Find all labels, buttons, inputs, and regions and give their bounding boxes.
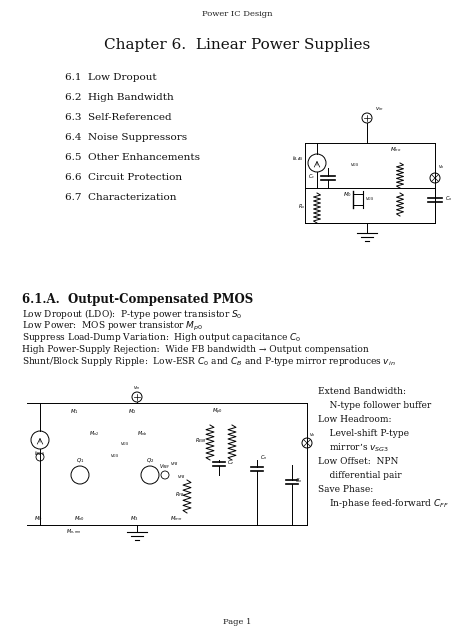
- Text: Low Dropout (LDO):  P-type power transistor $S_0$: Low Dropout (LDO): P-type power transist…: [22, 307, 243, 321]
- Text: $M_0$: $M_0$: [34, 514, 43, 523]
- Text: $M_{n2}$: $M_{n2}$: [89, 429, 99, 438]
- Text: $I_{BIAS}$: $I_{BIAS}$: [35, 449, 46, 458]
- Text: 6.1.A.  Output-Compensated PMOS: 6.1.A. Output-Compensated PMOS: [22, 293, 253, 307]
- Text: $V_{REF}$: $V_{REF}$: [159, 462, 171, 471]
- Text: Chapter 6.  Linear Power Supplies: Chapter 6. Linear Power Supplies: [104, 38, 370, 52]
- Text: 6.2  High Bandwidth: 6.2 High Bandwidth: [65, 94, 174, 102]
- Text: 6.3  Self-Referenced: 6.3 Self-Referenced: [65, 114, 172, 123]
- Text: $M_0$: $M_0$: [343, 190, 352, 199]
- Text: Suppress Load-Dump Variation:  High output capacitance $C_0$: Suppress Load-Dump Variation: High outpu…: [22, 332, 301, 344]
- Text: $M_{p0}$: $M_{p0}$: [211, 407, 222, 417]
- Text: Low Power:  MOS power transistor $M_{p0}$: Low Power: MOS power transistor $M_{p0}$: [22, 319, 203, 332]
- Text: $Q_2$: $Q_2$: [146, 456, 154, 465]
- Text: $M_{n,mn}$: $M_{n,mn}$: [66, 528, 82, 536]
- Text: $v_{in}$: $v_{in}$: [375, 105, 383, 113]
- Text: $M_{nb}$: $M_{nb}$: [137, 429, 147, 438]
- Text: $C_o$: $C_o$: [295, 476, 302, 485]
- Text: In-phase feed-forward $C_{FF}$: In-phase feed-forward $C_{FF}$: [318, 497, 449, 511]
- Text: High Power-Supply Rejection:  Wide FB bandwidth → Output compensation: High Power-Supply Rejection: Wide FB ban…: [22, 346, 369, 355]
- Text: $M_3$: $M_3$: [130, 514, 139, 523]
- Text: $M_{no}$: $M_{no}$: [390, 145, 401, 154]
- Text: $v_{in}$: $v_{in}$: [133, 384, 141, 392]
- Text: $C_o$: $C_o$: [445, 194, 452, 203]
- Text: 6.1  Low Dropout: 6.1 Low Dropout: [65, 73, 156, 83]
- Text: $v_{GS}$: $v_{GS}$: [365, 195, 374, 203]
- Text: 6.5  Other Enhancements: 6.5 Other Enhancements: [65, 154, 200, 162]
- Text: $I_{B,AS}$: $I_{B,AS}$: [292, 155, 304, 163]
- Text: 6.6  Circuit Protection: 6.6 Circuit Protection: [65, 174, 182, 183]
- Text: $M_1$: $M_1$: [70, 407, 78, 416]
- Text: $v_{FB}$: $v_{FB}$: [177, 473, 186, 481]
- Text: $v_{GS}$: $v_{GS}$: [110, 452, 119, 460]
- Text: $v_{FB}$: $v_{FB}$: [170, 460, 179, 468]
- Text: $M_{n0}$: $M_{n0}$: [74, 514, 85, 523]
- Text: N-type follower buffer: N-type follower buffer: [318, 401, 431, 411]
- Text: Level-shift P-type: Level-shift P-type: [318, 430, 409, 439]
- Text: $C_n$: $C_n$: [260, 453, 267, 462]
- Text: $R_{ESR}$: $R_{ESR}$: [195, 436, 207, 445]
- Text: $v_{GS}$: $v_{GS}$: [350, 161, 360, 169]
- Text: differential pair: differential pair: [318, 471, 401, 480]
- Text: $Q_1$: $Q_1$: [76, 456, 84, 465]
- Text: $C_c$: $C_c$: [308, 172, 315, 181]
- Text: 6.4  Noise Suppressors: 6.4 Noise Suppressors: [65, 133, 187, 142]
- Text: Low Headroom:: Low Headroom:: [318, 415, 392, 425]
- Text: Save Phase:: Save Phase:: [318, 485, 373, 494]
- Text: Shunt/Block Supply Ripple:  Low-ESR $C_0$ and $C_B$ and P-type mirror reproduces: Shunt/Block Supply Ripple: Low-ESR $C_0$…: [22, 355, 396, 368]
- Text: Power IC Design: Power IC Design: [202, 10, 272, 18]
- Text: $C_z$: $C_z$: [227, 458, 234, 467]
- Text: mirror’s $v_{SG3}$: mirror’s $v_{SG3}$: [318, 442, 389, 454]
- Text: Low Offset:  NPN: Low Offset: NPN: [318, 458, 398, 466]
- Text: $M_{mn}$: $M_{mn}$: [170, 514, 182, 523]
- Text: $v_o$: $v_o$: [438, 163, 445, 171]
- Text: Page 1: Page 1: [223, 618, 251, 626]
- Text: $R_{FB}$: $R_{FB}$: [174, 490, 184, 499]
- Text: $v_o$: $v_o$: [309, 431, 316, 439]
- Text: $M_2$: $M_2$: [128, 407, 136, 416]
- Text: 6.7  Characterization: 6.7 Characterization: [65, 193, 176, 202]
- Text: Extend Bandwidth:: Extend Bandwidth:: [318, 387, 406, 396]
- Text: $v_{GS}$: $v_{GS}$: [120, 440, 129, 448]
- Text: $R_x$: $R_x$: [298, 202, 305, 211]
